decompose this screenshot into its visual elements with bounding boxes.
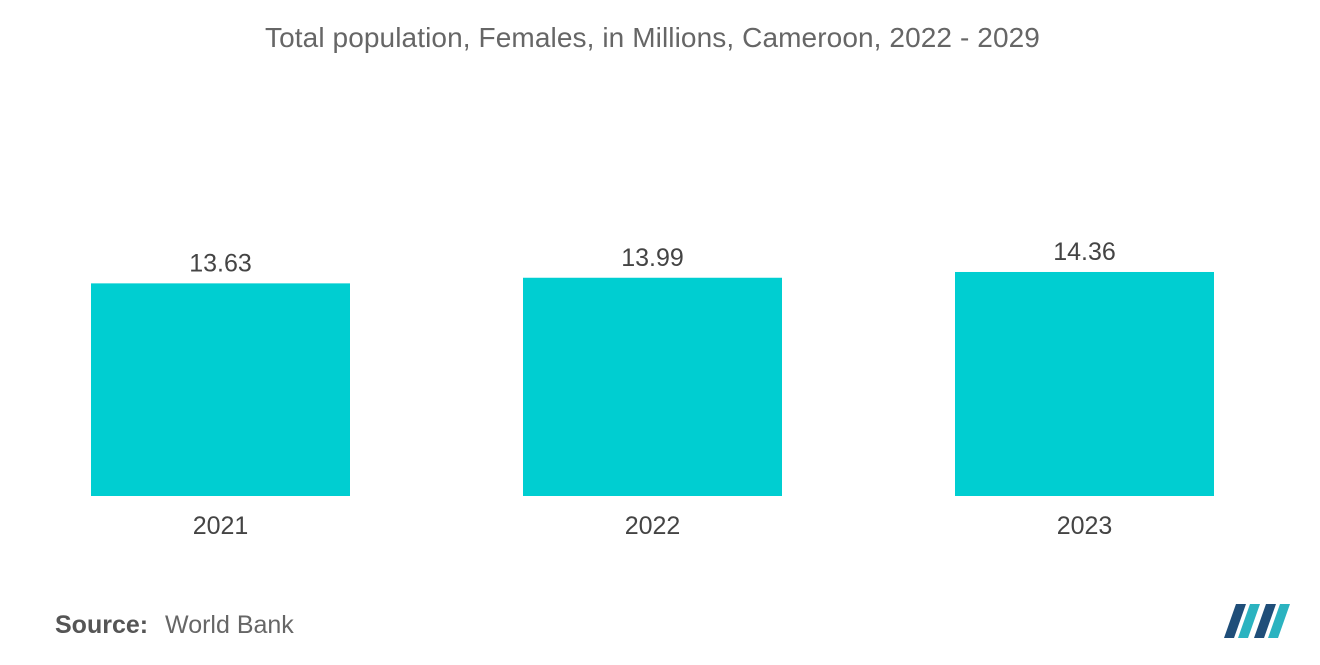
source-label: Source: — [55, 611, 149, 639]
logo-shape-left — [1224, 604, 1246, 638]
bars-group — [91, 271, 1214, 496]
logo-shape-right-b — [1268, 604, 1290, 638]
value-label-2023: 14.36 — [1053, 238, 1116, 266]
mordor-intelligence-logo-icon — [1224, 604, 1290, 638]
value-label-2022: 13.99 — [621, 244, 684, 272]
category-label-2021: 2021 — [193, 512, 249, 540]
bar-2021 — [91, 283, 350, 496]
source-note: Source: World Bank — [55, 611, 294, 640]
logo-shape-right-a — [1254, 604, 1276, 638]
bar-2023 — [955, 271, 1214, 496]
value-label-2021: 13.63 — [189, 249, 252, 277]
chart-title: Total population, Females, in Millions, … — [265, 22, 1040, 53]
category-label-2023: 2023 — [1057, 512, 1113, 540]
value-labels-group: 13.63 13.99 14.36 — [189, 238, 1116, 277]
category-label-2022: 2022 — [625, 512, 681, 540]
bar-chart: 13.63 13.99 14.36 2021 2022 2023 — [91, 238, 1214, 540]
bar-2022 — [523, 277, 782, 496]
source-value: World Bank — [165, 611, 294, 639]
logo-shape-mid — [1238, 604, 1260, 638]
category-labels-group: 2021 2022 2023 — [193, 512, 1113, 540]
